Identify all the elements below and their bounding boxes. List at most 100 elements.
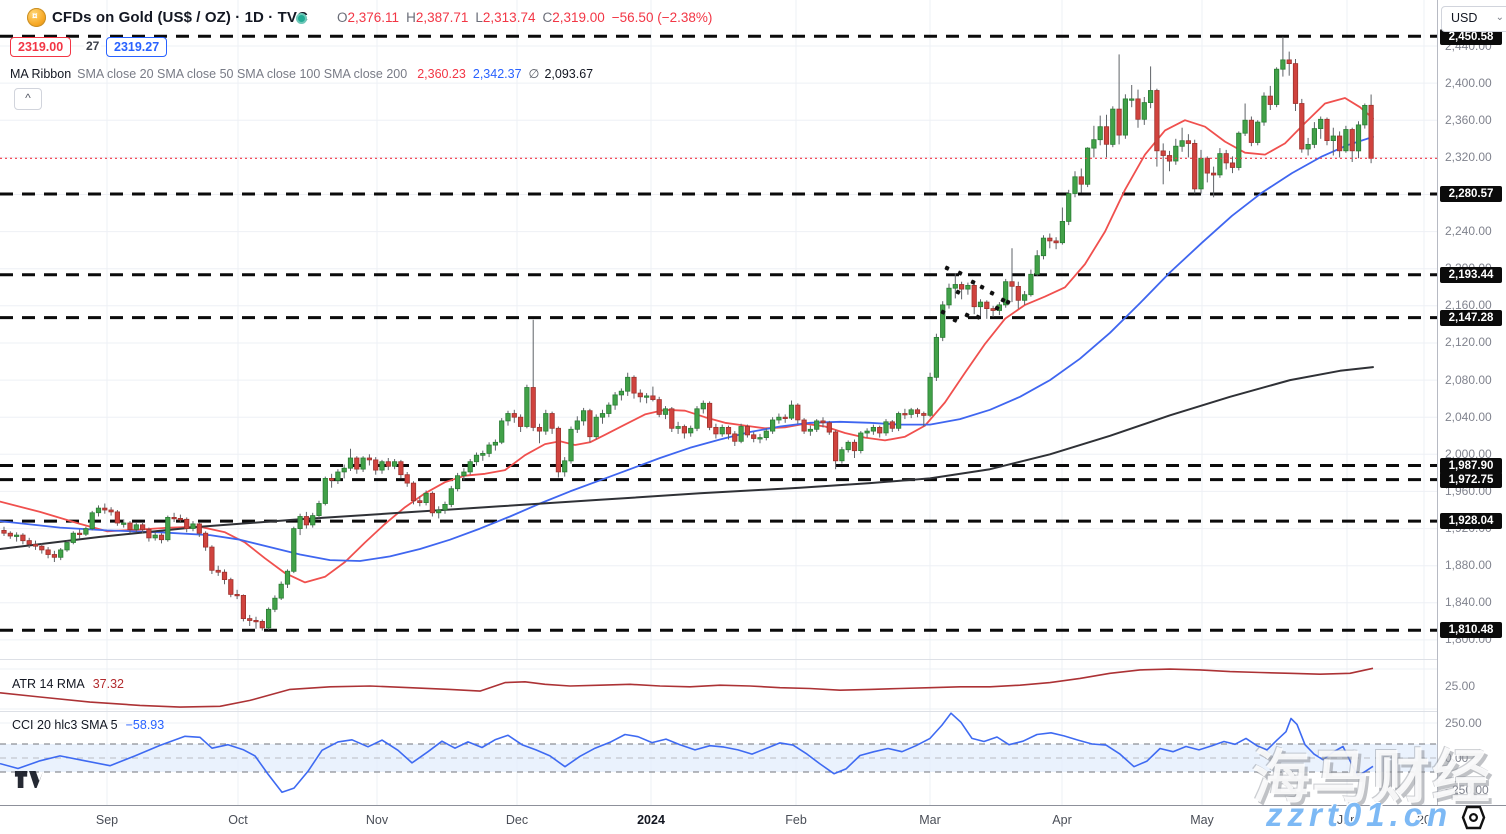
candle-up [864,430,870,434]
symbol-title[interactable]: CFDs on Gold (US$ / OZ) · 1D · TVC [52,9,308,26]
time-axis-label: 20 [1417,813,1431,827]
candle-up [700,402,706,410]
currency-dropdown[interactable]: USD ⌄ [1441,6,1506,32]
candle-down [1009,281,1015,287]
candle-up [1343,129,1349,152]
candle-up [391,461,398,467]
candle-up [1034,255,1040,275]
chart-header: ¤ CFDs on Gold (US$ / OZ) · 1D · TVC O2,… [0,0,1430,30]
candle-up [1305,143,1311,150]
candle-up [360,457,366,470]
candle-up [612,394,618,406]
candle-up [946,287,952,306]
cci-tick-label: 250.00 [1445,715,1482,730]
candle-up [845,441,851,451]
time-axis-label: Nov [365,813,389,827]
candle-up [896,413,902,429]
candle-up [927,376,933,416]
tradingview-logo[interactable] [14,770,46,794]
candle-up [467,461,473,473]
candle-up [618,390,625,396]
candle-up [121,522,127,525]
price-level-label: 1,972.75 [1440,471,1502,488]
gold-symbol-icon: ¤ [27,8,46,27]
candle-up [1085,147,1091,185]
atr-legend[interactable]: ATR 14 RMA 37.32 [12,677,124,691]
price-tick-label: 2,400.00 [1445,75,1492,90]
cci-legend[interactable]: CCI 20 hlc3 SMA 5 −58.93 [12,718,164,732]
candle-down [1324,118,1330,142]
candle-up [322,477,328,504]
candle-down [1160,150,1166,156]
candle-up [763,430,769,439]
candle-up [870,426,877,432]
candle-up [1274,68,1280,105]
candle-down [221,571,228,581]
price-scale[interactable]: USD ⌄ 2,440.00 2,400.00 2,360.00 2,320.00 2,2… [1437,0,1506,805]
candle-up [1148,90,1154,104]
currency-label: USD [1451,11,1478,25]
change-value: −56.50 (−2.38%) [611,10,713,25]
candle-down [196,523,202,534]
candle-down [782,416,788,420]
candle-up [1280,59,1286,70]
alert-price-tag[interactable]: 2319.00 [10,37,72,57]
candle-down [713,426,719,435]
candle-up [1040,237,1047,257]
price-tick-label: 1,840.00 [1445,595,1492,610]
candle-down [328,477,335,481]
candle-down [1116,108,1122,136]
annotation-dot [955,289,961,295]
time-axis[interactable]: Sep Oct Nov Dec 2024 Feb Mar Apr May Jun 20 [0,805,1506,834]
candle-down [833,431,839,462]
time-axis-label: Dec [505,813,529,827]
candle-down [1349,129,1355,152]
annotation-dot [952,317,958,323]
candle-down [385,461,391,467]
candle-up [776,416,782,421]
low-value: 2,313.74 [482,10,536,25]
order-price-tag[interactable]: 2319.27 [106,37,168,57]
candle-down [228,579,234,595]
candle-up [543,413,549,432]
candle-down [20,534,26,542]
candle-up [486,444,492,454]
time-axis-label: Mar [919,813,941,827]
ma-ribbon-legend[interactable]: MA Ribbon SMA close 20 SMA close 50 SMA c… [10,66,593,81]
candle-up [95,507,102,514]
candle-up [788,404,795,419]
candle-up [940,304,946,338]
candle-down [1185,140,1191,144]
cci-label: CCI 20 hlc3 SMA 5 [12,718,118,732]
candle-up [1198,157,1204,190]
watermark-chinese: 海马财经 [1252,745,1493,810]
candle-down [1211,172,1217,176]
collapse-legend-button[interactable]: ^ [14,88,42,110]
candle-down [921,413,927,416]
candle-down [253,620,259,623]
candle-down [32,543,39,547]
candle-down [1368,104,1374,159]
candle-down [171,517,177,520]
candle-up [272,597,278,610]
candle-down [127,522,133,530]
candle-up [807,428,814,432]
close-label: C [542,10,553,25]
time-axis-label: Jun [1336,813,1358,827]
price-tick-label: 2,000.00 [1445,446,1492,461]
candle-up [1028,273,1034,296]
candle-down [914,409,921,414]
candle-up [1318,118,1324,130]
candle-up [505,413,511,422]
candle-up [310,515,316,526]
candle-up [13,534,20,537]
candle-down [240,595,246,620]
candle-down [1078,176,1084,185]
price-tick-label: 2,120.00 [1445,335,1492,350]
time-axis-label: 2024 [637,813,665,827]
candle-up [291,528,297,572]
candle-down [518,416,524,427]
coin-glyph: ¤ [32,11,38,22]
candle-down [1135,98,1141,120]
